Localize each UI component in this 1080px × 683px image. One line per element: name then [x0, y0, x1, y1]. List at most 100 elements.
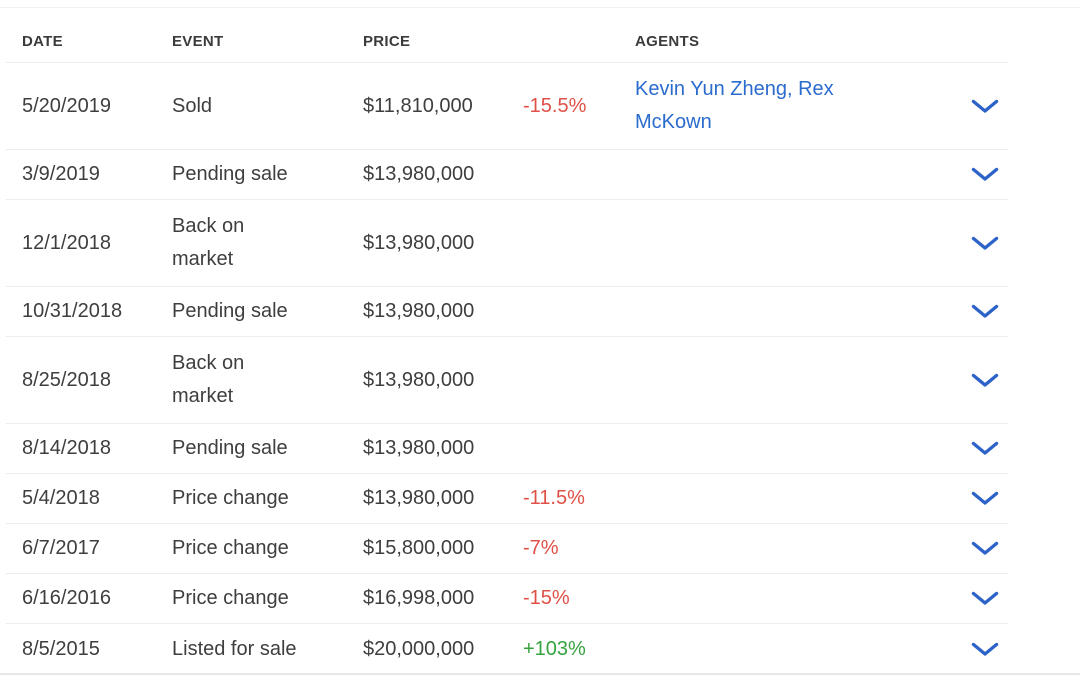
chevron-down-icon	[971, 491, 999, 505]
event-cell: Sold	[172, 94, 213, 117]
expand-cell	[962, 486, 1008, 512]
chevron-down-icon	[971, 99, 999, 113]
price-change-cell: -15.5%	[523, 94, 587, 117]
expand-cell	[962, 93, 1008, 119]
event-cell: Pending sale	[172, 437, 288, 459]
date-cell: 8/14/2018	[22, 437, 111, 459]
price-history-row: 8/14/2018 Pending sale $13,980,000	[6, 424, 1008, 474]
event-cell: Pending sale	[172, 300, 288, 322]
chevron-down-icon	[971, 167, 999, 181]
row-expand-button[interactable]	[967, 93, 1003, 119]
price-history-row: 5/20/2019 Sold $11,810,000 -15.5% Kevin …	[6, 63, 1008, 150]
agents-cell	[635, 633, 962, 666]
price-history-row: 8/5/2015 Listed for sale $20,000,000 +10…	[6, 624, 1008, 674]
expand-cell	[962, 586, 1008, 612]
price-change-cell: -7%	[523, 537, 559, 559]
date-cell: 5/20/2019	[22, 94, 111, 117]
expand-cell	[962, 436, 1008, 462]
price-cell: $15,800,000	[363, 537, 475, 559]
price-history-row: 6/16/2016 Price change $16,998,000 -15%	[6, 574, 1008, 624]
table-body: 5/20/2019 Sold $11,810,000 -15.5% Kevin …	[6, 63, 1008, 674]
row-expand-button[interactable]	[967, 536, 1003, 562]
top-divider	[0, 7, 1080, 8]
price-change-cell: -11.5%	[523, 487, 585, 509]
expand-cell	[962, 636, 1008, 662]
expand-cell	[962, 367, 1008, 393]
row-expand-button[interactable]	[967, 367, 1003, 393]
row-expand-button[interactable]	[967, 162, 1003, 188]
expand-cell	[962, 162, 1008, 188]
row-expand-button[interactable]	[967, 436, 1003, 462]
price-cell: $13,980,000	[363, 163, 475, 185]
agent-links: Kevin Yun Zheng, Rex McKown	[635, 78, 834, 133]
price-change-cell: +103%	[523, 637, 586, 660]
chevron-down-icon	[971, 373, 999, 387]
date-cell: 6/7/2017	[22, 537, 100, 559]
price-history-row: 6/7/2017 Price change $15,800,000 -7%	[6, 524, 1008, 574]
expand-cell	[962, 299, 1008, 325]
price-history-row: 3/9/2019 Pending sale $13,980,000	[6, 150, 1008, 200]
price-history-row: 8/25/2018 Back on market $13,980,000	[6, 337, 1008, 424]
event-cell: Price change	[172, 587, 289, 609]
event-cell: Back on market	[172, 215, 245, 270]
expand-cell	[962, 230, 1008, 256]
price-cell: $11,810,000	[363, 94, 473, 117]
column-header-expand-spacer	[962, 33, 1008, 51]
price-cell: $20,000,000	[363, 637, 475, 660]
agents-cell	[635, 295, 962, 328]
event-cell: Price change	[172, 487, 289, 509]
row-expand-button[interactable]	[967, 486, 1003, 512]
price-history-table: DATE EVENT PRICE AGENTS 5/20/2019 Sold $…	[6, 8, 1008, 674]
price-change-cell: -15%	[523, 587, 570, 609]
agents-cell	[635, 482, 962, 515]
expand-cell	[962, 536, 1008, 562]
column-header-event: EVENT	[172, 33, 224, 50]
agents-cell	[635, 432, 962, 465]
chevron-down-icon	[971, 642, 999, 656]
agents-cell: Kevin Yun Zheng, Rex McKown	[635, 73, 962, 139]
column-header-date: DATE	[22, 33, 63, 50]
row-expand-button[interactable]	[967, 230, 1003, 256]
agents-cell	[635, 364, 962, 397]
agents-cell	[635, 158, 962, 191]
agents-cell	[635, 532, 962, 565]
bottom-divider	[0, 673, 1080, 675]
event-cell: Price change	[172, 537, 289, 559]
row-expand-button[interactable]	[967, 299, 1003, 325]
date-cell: 6/16/2016	[22, 587, 111, 609]
date-cell: 8/25/2018	[22, 368, 111, 391]
date-cell: 10/31/2018	[22, 300, 123, 322]
agents-cell	[635, 582, 962, 615]
chevron-down-icon	[971, 591, 999, 605]
date-cell: 8/5/2015	[22, 637, 100, 660]
chevron-down-icon	[971, 236, 999, 250]
row-expand-button[interactable]	[967, 636, 1003, 662]
event-cell: Listed for sale	[172, 637, 297, 660]
price-cell: $13,980,000	[363, 368, 475, 391]
date-cell: 3/9/2019	[22, 163, 100, 185]
price-cell: $13,980,000	[363, 300, 475, 322]
price-history-row: 5/4/2018 Price change $13,980,000 -11.5%	[6, 474, 1008, 524]
column-header-change-spacer	[523, 33, 635, 51]
price-cell: $13,980,000	[363, 231, 475, 254]
date-cell: 12/1/2018	[22, 231, 111, 254]
chevron-down-icon	[971, 441, 999, 455]
table-header-row: DATE EVENT PRICE AGENTS	[6, 8, 1008, 63]
chevron-down-icon	[971, 304, 999, 318]
agent-link[interactable]: Rex McKown	[635, 78, 834, 133]
event-cell: Pending sale	[172, 163, 288, 185]
price-history-row: 12/1/2018 Back on market $13,980,000	[6, 200, 1008, 287]
column-header-price: PRICE	[363, 33, 411, 50]
price-cell: $16,998,000	[363, 587, 475, 609]
date-cell: 5/4/2018	[22, 487, 100, 509]
price-cell: $13,980,000	[363, 487, 475, 509]
price-cell: $13,980,000	[363, 437, 475, 459]
agent-link[interactable]: Kevin Yun Zheng	[635, 78, 787, 100]
agents-cell	[635, 227, 962, 260]
column-header-agents: AGENTS	[635, 33, 700, 50]
event-cell: Back on market	[172, 352, 245, 407]
chevron-down-icon	[971, 541, 999, 555]
row-expand-button[interactable]	[967, 586, 1003, 612]
price-history-row: 10/31/2018 Pending sale $13,980,000	[6, 287, 1008, 337]
